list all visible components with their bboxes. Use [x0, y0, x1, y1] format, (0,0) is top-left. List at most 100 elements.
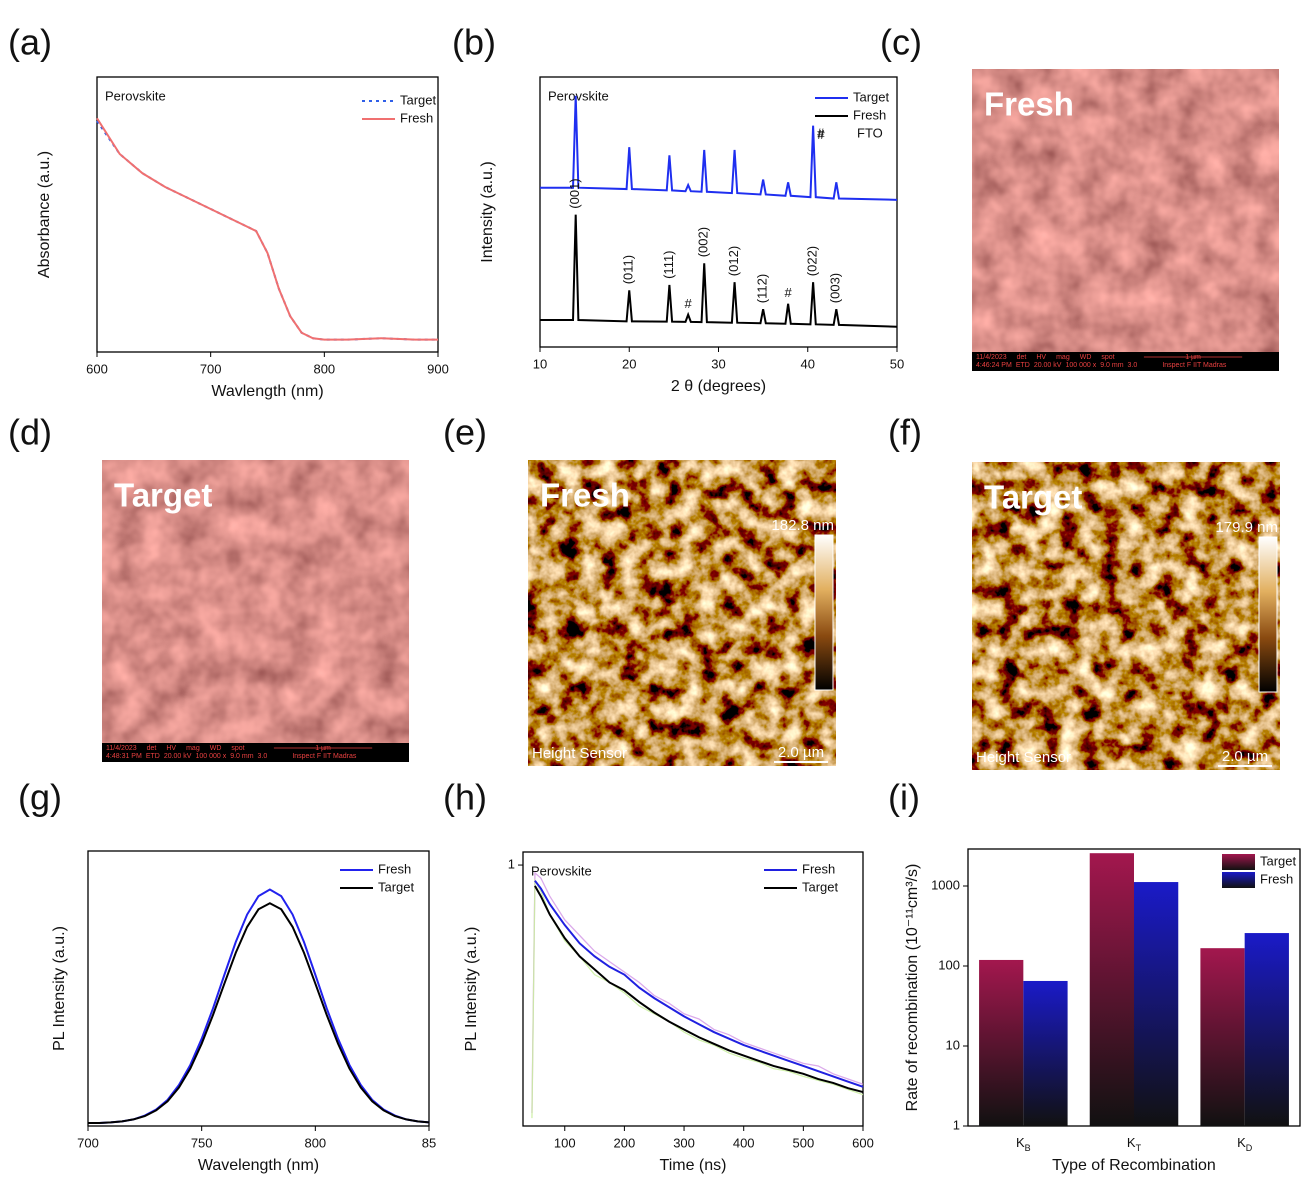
- series-line: [540, 95, 898, 201]
- panel-label: (a): [8, 22, 52, 63]
- info-text: ETD: [146, 753, 160, 760]
- panel-label: (g): [18, 777, 62, 818]
- y-tick-label: 1: [953, 1117, 960, 1132]
- y-axis-title: PL Intensity (a.u.): [51, 926, 68, 1051]
- info-text: ETD: [1016, 362, 1030, 369]
- image-panel: (e) Fresh 182.8 nm Height Sensor 2.0 µm: [443, 412, 836, 766]
- bar: [1244, 933, 1289, 1126]
- fto-marker: #: [685, 296, 693, 311]
- bar: [1200, 948, 1245, 1126]
- x-tick-label: KT: [1127, 1135, 1142, 1153]
- series-line: [534, 885, 864, 1094]
- image-panel: (f) Target 179.9 nm Height Sensor 2.0 µm: [888, 412, 1280, 770]
- image-label: Fresh: [984, 86, 1074, 123]
- info-text: 100 000 x: [195, 753, 226, 760]
- info-text: mag: [1056, 354, 1070, 361]
- x-tick-label: 700: [200, 361, 222, 376]
- info-text: 11/4/2023: [976, 354, 1007, 361]
- x-tick-label: 40: [801, 356, 815, 371]
- panel-label: (f): [888, 412, 922, 453]
- peak-label: (022): [805, 246, 820, 276]
- panel-label: (c): [880, 22, 922, 63]
- info-text: spot: [1101, 354, 1114, 361]
- peak-label: (001): [567, 178, 582, 208]
- bar: [1134, 882, 1179, 1126]
- x-tick-label: 600: [86, 361, 108, 376]
- series-line: [96, 117, 438, 341]
- sensor-label: Height Sensor: [976, 749, 1071, 766]
- legend-label: Target: [802, 879, 839, 894]
- plot-frame: [87, 850, 430, 1127]
- legend-swatch: [1222, 872, 1255, 888]
- category-subscript: T: [1136, 1143, 1142, 1153]
- x-tick-label: 750: [191, 1135, 213, 1150]
- x-tick-label: KD: [1237, 1135, 1253, 1153]
- x-tick-label: 500: [792, 1135, 814, 1150]
- annotation: Perovskite: [105, 88, 166, 103]
- colorbar: [1258, 536, 1278, 693]
- sem-image: [972, 69, 1279, 371]
- series-line: [534, 880, 864, 1088]
- x-axis-title: Time (ns): [660, 1157, 727, 1174]
- x-tick-label: 300: [673, 1135, 695, 1150]
- peak-label: (002): [696, 227, 711, 257]
- info-text: 11/4/2023: [106, 745, 137, 752]
- info-text: det: [1017, 354, 1027, 361]
- colorbar-max: 182.8 nm: [771, 517, 834, 534]
- x-tick-label: 30: [711, 356, 725, 371]
- legend-symbol: #: [817, 125, 825, 140]
- info-text: det: [147, 745, 157, 752]
- info-text: Inspect F IIT Madras: [1162, 362, 1227, 369]
- info-text: spot: [231, 745, 244, 752]
- panel-label: (e): [443, 412, 487, 453]
- x-axis-title: Type of Recombination: [1052, 1157, 1216, 1174]
- afm-image: [972, 462, 1280, 770]
- chart-panel: (g) 700 750 800 85 Wavelength (nm) PL Intensit…: [18, 777, 436, 1175]
- info-text: 100 000 x: [1065, 362, 1096, 369]
- x-axis-title: Wavelength (nm): [198, 1157, 319, 1174]
- peak-label: (003): [828, 273, 843, 303]
- legend-label: FTO: [857, 125, 883, 140]
- sem-image: [102, 460, 409, 762]
- info-text: WD: [210, 745, 222, 752]
- legend-label: Fresh: [378, 861, 411, 876]
- y-tick-label: 100: [938, 957, 960, 972]
- plot-frame: [522, 851, 864, 1127]
- info-text: 3.0: [258, 753, 268, 760]
- annotation: Perovskite: [548, 88, 609, 103]
- chart-panel: (a) 600 700 800 900 Wavlength (nm) Absorbance …: [8, 22, 449, 401]
- x-tick-label: 50: [890, 356, 904, 371]
- y-axis-title: Rate of recombination (10⁻¹¹cm³/s): [904, 864, 921, 1112]
- scale-bar-label: 2.0 µm: [1222, 748, 1268, 765]
- panel-label: (d): [8, 412, 52, 453]
- x-tick-label: KB: [1016, 1135, 1031, 1153]
- y-axis-title: Absorbance (a.u.): [36, 151, 53, 278]
- info-text: HV: [166, 745, 176, 752]
- x-tick-label: 20: [622, 356, 636, 371]
- peak-label: (011): [621, 255, 636, 284]
- info-text: WD: [1080, 354, 1092, 361]
- image-label: Fresh: [540, 477, 630, 514]
- x-tick-label: 200: [614, 1135, 636, 1150]
- info-text: 9.0 mm: [230, 753, 254, 760]
- y-tick-label: 1000: [931, 877, 960, 892]
- series-line: [88, 888, 430, 1124]
- info-text: 20.00 kV: [164, 753, 192, 760]
- chart-panel: (b) 10 20 30 40 50 2 θ (degrees) Intensity (a.u…: [452, 22, 904, 396]
- peak-label: (012): [726, 246, 741, 276]
- x-tick-label: 700: [77, 1135, 99, 1150]
- panel-label: (b): [452, 22, 496, 63]
- bar: [1023, 980, 1068, 1126]
- legend-label: Target: [853, 89, 890, 104]
- info-text: 4:48:31 PM: [106, 753, 142, 760]
- category-main: K: [1127, 1135, 1136, 1150]
- info-text: 4:46:24 PM: [976, 362, 1012, 369]
- image-label: Target: [114, 477, 212, 514]
- x-tick-label: 800: [313, 361, 335, 376]
- legend-label: Fresh: [1260, 871, 1293, 886]
- category-subscript: B: [1025, 1143, 1031, 1153]
- x-axis-title: Wavlength (nm): [211, 383, 323, 400]
